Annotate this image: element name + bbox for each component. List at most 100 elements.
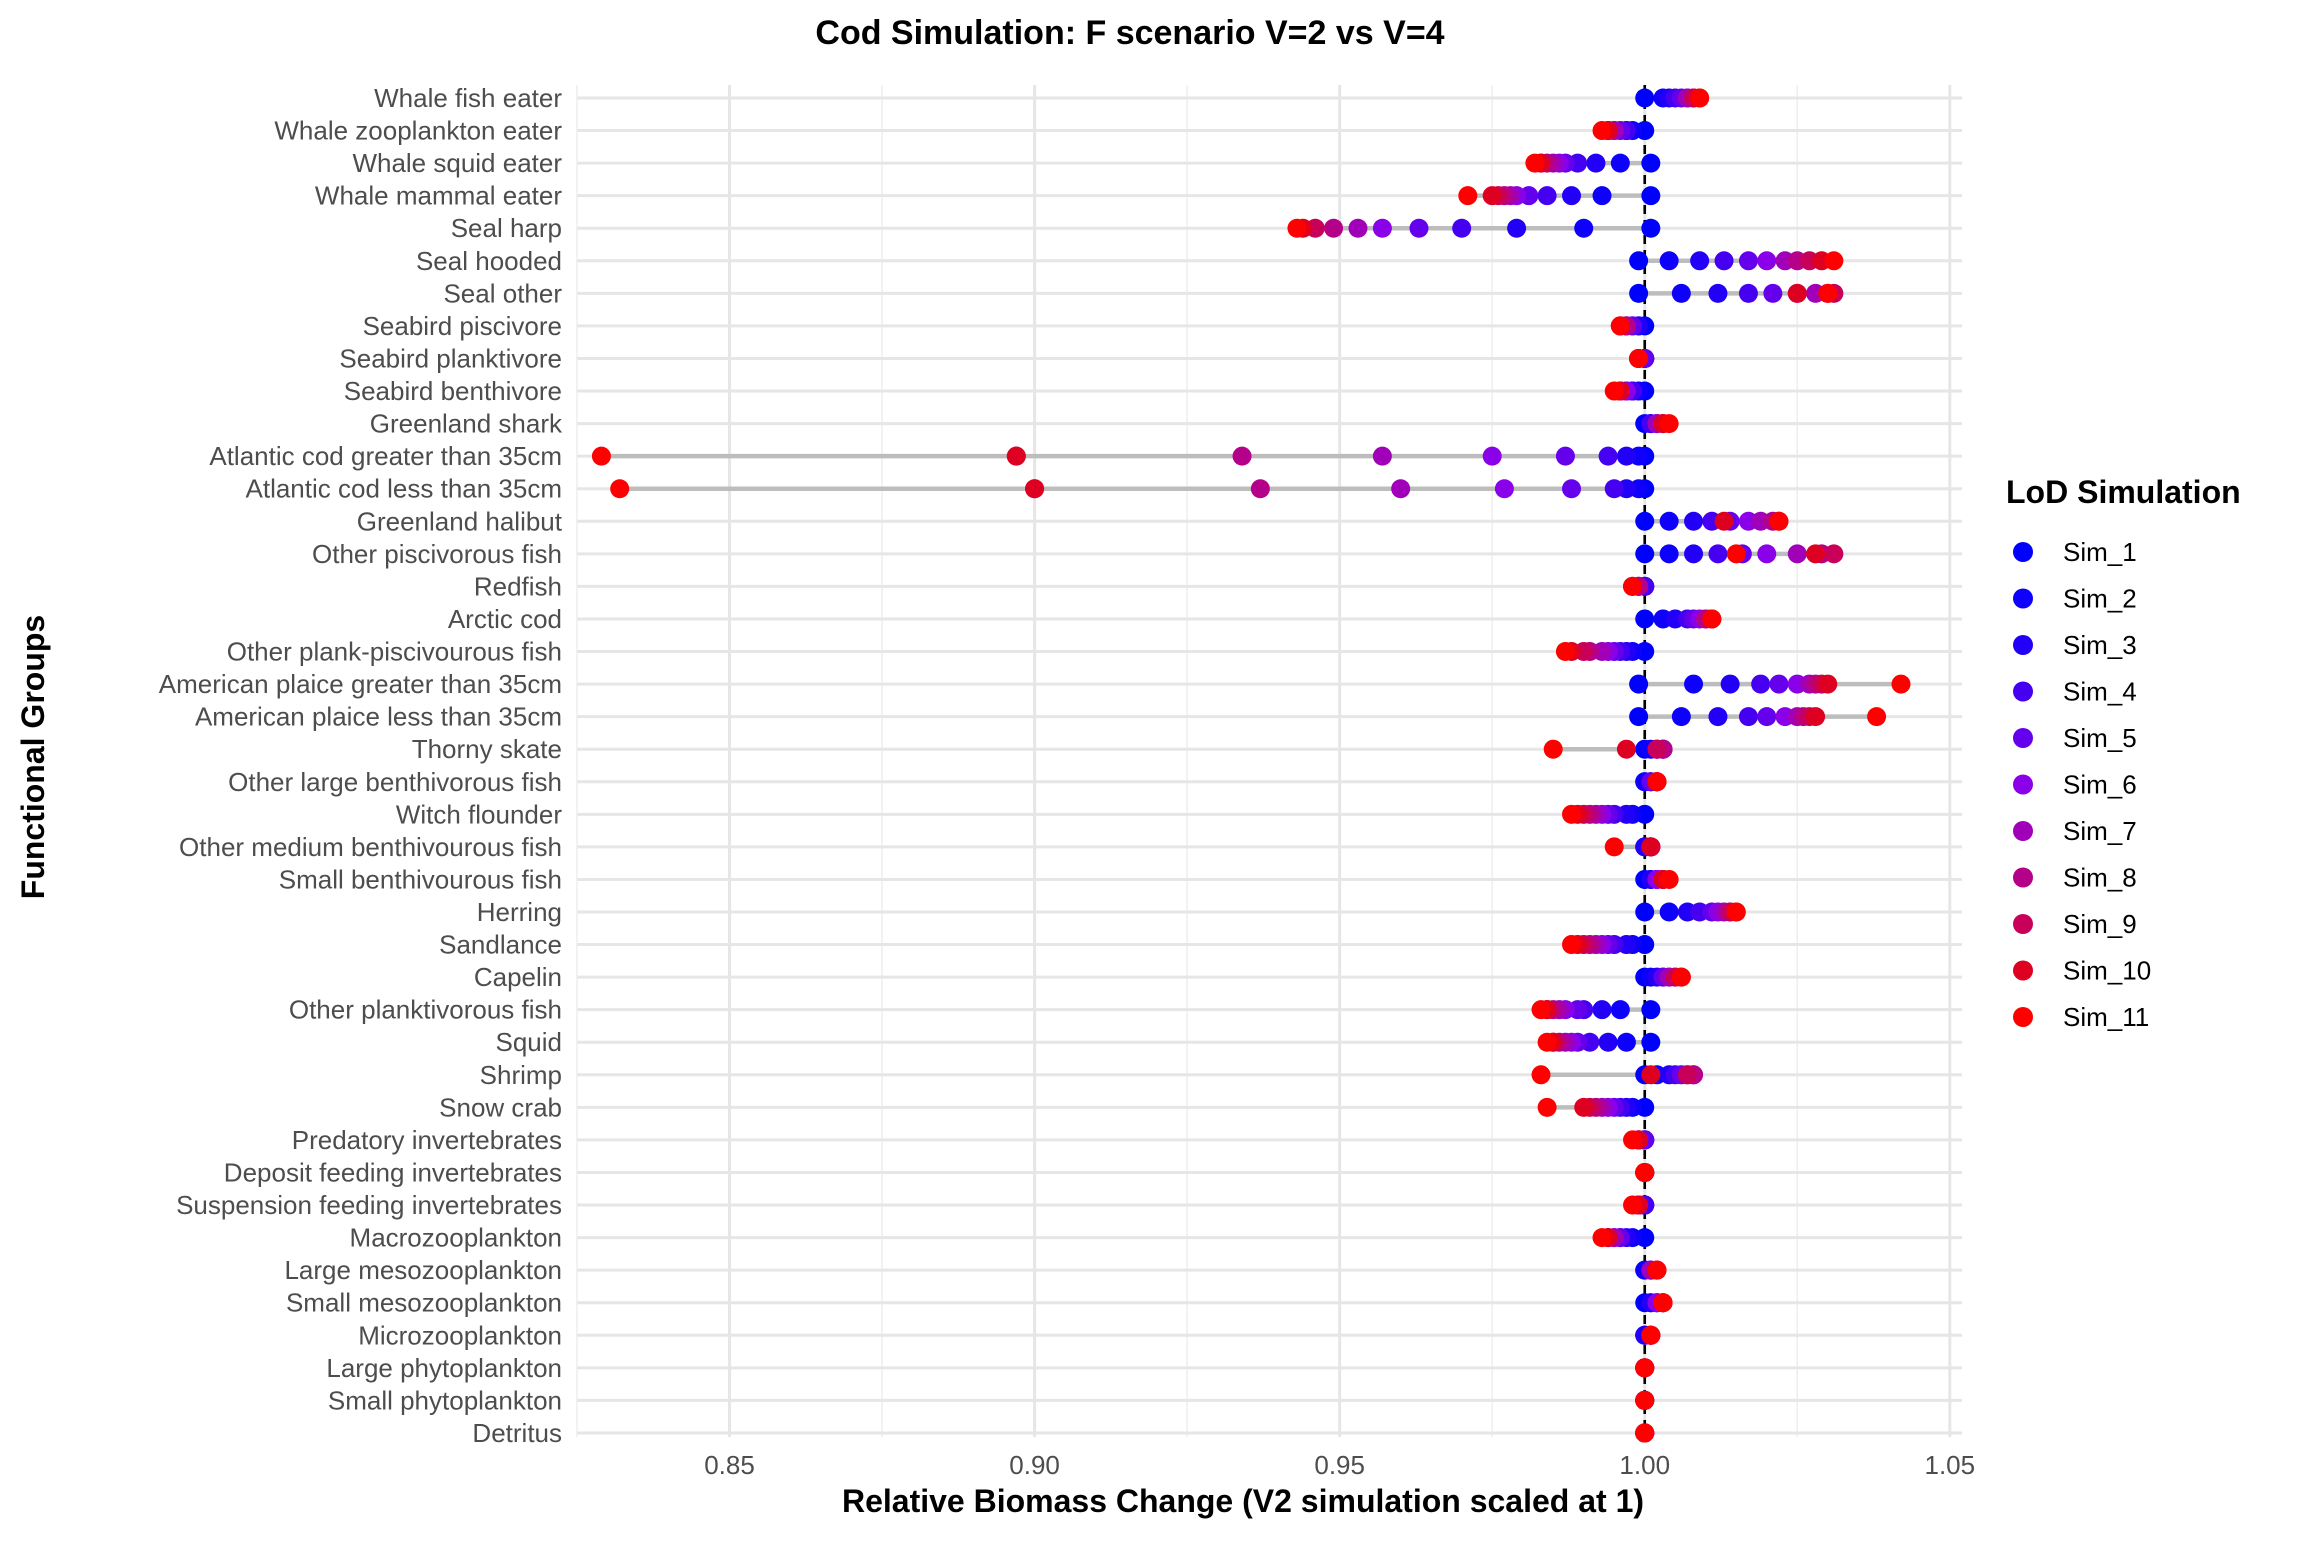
- point-sim-7: [1372, 446, 1392, 466]
- y-tick-label: Seabird planktivore: [339, 343, 562, 373]
- legend-marker: [2013, 821, 2033, 841]
- legend-item: Sim_9: [2013, 909, 2137, 939]
- y-tick-label: Herring: [477, 897, 562, 927]
- point-sim-9: [1677, 1065, 1697, 1085]
- point-sim-1: [1641, 1032, 1661, 1052]
- y-tick-label: Witch flounder: [396, 799, 563, 829]
- point-sim-10: [1806, 707, 1826, 727]
- point-sim-6: [1482, 446, 1502, 466]
- legend-item: Sim_8: [2013, 863, 2137, 893]
- legend-label: Sim_2: [2063, 584, 2137, 614]
- y-tick-label: Microzooplankton: [358, 1320, 562, 1350]
- point-sim-11: [1635, 1390, 1655, 1410]
- point-sim-6: [1757, 251, 1777, 271]
- point-sim-2: [1659, 251, 1679, 271]
- legend-marker: [2013, 867, 2033, 888]
- legend-item: Sim_3: [2013, 630, 2137, 660]
- point-sim-3: [1507, 218, 1527, 238]
- point-sim-3: [1708, 707, 1728, 727]
- point-sim-10: [1714, 511, 1734, 531]
- y-tick-label: Other planktivorous fish: [289, 995, 562, 1025]
- y-tick-label: American plaice greater than 35cm: [159, 669, 562, 699]
- point-sim-4: [1708, 544, 1728, 564]
- point-sim-11: [1647, 772, 1667, 792]
- y-tick-label: Greenland halibut: [357, 506, 563, 536]
- point-sim-2: [1659, 902, 1679, 922]
- point-sim-1: [1635, 544, 1655, 564]
- point-sim-2: [1574, 218, 1594, 238]
- legend-marker: [2013, 1007, 2033, 1027]
- point-sim-11: [1537, 1097, 1557, 1117]
- point-sim-5: [1409, 218, 1429, 238]
- point-sim-11: [1635, 1423, 1655, 1443]
- y-tick-label: Atlantic cod less than 35cm: [246, 474, 563, 504]
- point-sim-4: [1537, 186, 1557, 206]
- y-tick-label: Other plank-piscivourous fish: [227, 637, 562, 667]
- point-sim-7: [1787, 544, 1807, 564]
- point-sim-2: [1671, 707, 1691, 727]
- point-sim-1: [1641, 186, 1661, 206]
- point-sim-4: [1452, 218, 1472, 238]
- y-tick-label: Deposit feeding invertebrates: [224, 1157, 562, 1187]
- legend-item: Sim_7: [2013, 816, 2137, 846]
- point-sim-2: [1684, 674, 1704, 694]
- point-sim-6: [1757, 544, 1777, 564]
- point-sim-10: [1806, 544, 1826, 564]
- point-sim-3: [1690, 251, 1710, 271]
- y-tick-label: Arctic cod: [448, 604, 562, 634]
- point-sim-11: [1653, 1293, 1673, 1313]
- point-sim-10: [1641, 837, 1661, 857]
- y-tick-label: Suspension feeding invertebrates: [176, 1190, 562, 1220]
- point-sim-3: [1720, 674, 1740, 694]
- point-sim-5: [1757, 707, 1777, 727]
- y-tick-label: Other medium benthivourous fish: [179, 832, 562, 862]
- legend-label: Sim_6: [2063, 770, 2137, 800]
- point-sim-4: [1598, 446, 1618, 466]
- point-sim-10: [1482, 186, 1502, 206]
- legend-marker: [2013, 774, 2033, 795]
- point-sim-11: [1555, 642, 1575, 662]
- y-tick-label: Large mesozooplankton: [284, 1255, 562, 1285]
- point-sim-8: [1324, 218, 1344, 238]
- point-sim-11: [1562, 804, 1582, 824]
- point-sim-3: [1598, 1032, 1618, 1052]
- point-sim-3: [1562, 186, 1582, 206]
- y-tick-label: Whale zooplankton eater: [274, 116, 562, 146]
- point-sim-11: [1647, 1260, 1667, 1280]
- x-tick-label: 1.00: [1619, 1450, 1670, 1480]
- legend-label: Sim_8: [2063, 863, 2137, 893]
- legend-items: Sim_1 Sim_2 Sim_3 Sim_4 Sim_5 Sim_6 Sim_7 Sim_8…: [2013, 537, 2151, 1032]
- point-sim-10: [1818, 674, 1838, 694]
- y-tick-label: American plaice less than 35cm: [195, 702, 562, 732]
- y-tick-label: Seal harp: [451, 213, 562, 243]
- point-sim-11: [1635, 1162, 1655, 1182]
- y-tick-label: Small mesozooplankton: [286, 1288, 562, 1318]
- legend-marker: [2013, 588, 2033, 609]
- point-sim-2: [1671, 283, 1691, 303]
- point-sim-8: [1250, 479, 1270, 499]
- legend-label: Sim_5: [2063, 723, 2137, 753]
- y-tick-label: Seabird benthivore: [344, 376, 562, 406]
- legend-label: Sim_11: [2063, 1002, 2149, 1032]
- point-sim-11: [1525, 153, 1545, 173]
- point-sim-6: [1372, 218, 1392, 238]
- x-tick-label: 0.95: [1314, 1450, 1365, 1480]
- y-tick-label: Seabird piscivore: [363, 311, 562, 341]
- point-sim-10: [1006, 446, 1026, 466]
- y-tick-label: Other piscivorous fish: [312, 539, 562, 569]
- point-sim-11: [1623, 576, 1643, 596]
- y-tick-label: Small benthivourous fish: [279, 864, 562, 894]
- x-tick-label: 0.90: [1009, 1450, 1060, 1480]
- y-tick-label: Other large benthivorous fish: [228, 767, 562, 797]
- legend-label: Sim_10: [2063, 956, 2151, 986]
- point-sim-4: [1714, 251, 1734, 271]
- point-sim-3: [1592, 1000, 1612, 1020]
- y-tick-label: Large phytoplankton: [326, 1353, 562, 1383]
- point-sim-4: [1751, 674, 1771, 694]
- point-sim-5: [1738, 251, 1758, 271]
- legend-item: Sim_1: [2013, 537, 2137, 567]
- point-sim-3: [1586, 153, 1606, 173]
- point-sim-11: [1604, 837, 1624, 857]
- legend-marker: [2013, 728, 2033, 748]
- y-axis-title: Functional Groups: [15, 615, 51, 899]
